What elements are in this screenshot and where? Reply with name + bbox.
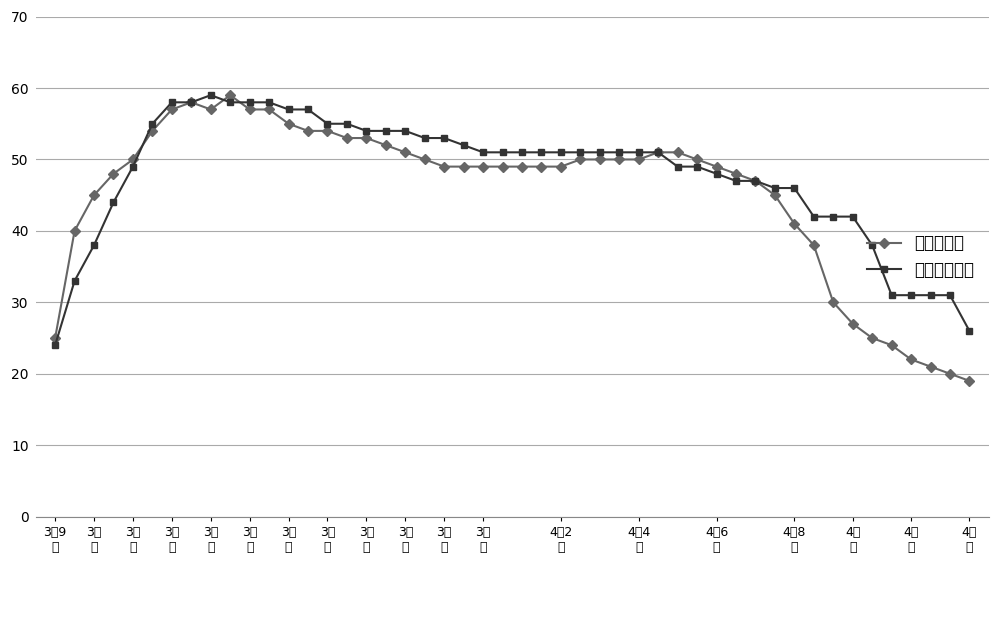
集装箱发酵 [419,156,431,163]
条垛爆气发酵 [594,149,606,156]
集装箱发酵 [866,335,878,342]
条垛爆气发酵 [691,163,703,170]
集装箱发酵 [166,106,178,113]
条垛爆气发酵 [633,149,645,156]
集装箱发酵 [224,91,236,99]
Line: 条垛爆气发酵: 条垛爆气发酵 [52,92,973,348]
集装箱发酵 [535,163,547,170]
集装箱发酵 [516,163,528,170]
条垛爆气发酵 [652,149,664,156]
集装箱发酵 [944,370,956,377]
集装箱发酵 [244,106,256,113]
条垛爆气发酵 [477,149,489,156]
条垛爆气发酵 [769,184,781,192]
条垛爆气发酵 [88,241,100,249]
集装箱发酵 [730,170,742,178]
集装箱发酵 [574,156,586,163]
条垛爆气发酵 [944,292,956,299]
集装箱发酵 [827,299,839,306]
条垛爆气发酵 [166,98,178,106]
集装箱发酵 [321,127,333,135]
集装箱发酵 [458,163,470,170]
条垛爆气发酵 [963,327,975,335]
条垛爆气发酵 [574,149,586,156]
条垛爆气发酵 [613,149,625,156]
条垛爆气发酵 [886,292,898,299]
集装箱发酵 [925,363,937,370]
集装箱发酵 [497,163,509,170]
集装箱发酵 [711,163,723,170]
条垛爆气发酵 [185,98,197,106]
条垛爆气发酵 [516,149,528,156]
条垛爆气发酵 [672,163,684,170]
集装箱发酵 [672,149,684,156]
条垛爆气发酵 [49,341,61,349]
集装箱发酵 [283,120,295,127]
条垛爆气发酵 [360,127,372,135]
集装箱发酵 [438,163,450,170]
集装箱发酵 [88,192,100,199]
条垛爆气发酵 [730,177,742,185]
条垛爆气发酵 [146,120,158,127]
Legend: 集装箱发酵, 条垛爆气发酵: 集装箱发酵, 条垛爆气发酵 [861,228,981,285]
集装箱发酵 [302,127,314,135]
条垛爆气发酵 [224,98,236,106]
条垛爆气发酵 [302,106,314,113]
集装箱发酵 [107,170,119,178]
集装箱发酵 [205,106,217,113]
条垛爆气发酵 [380,127,392,135]
集装箱发酵 [905,356,917,364]
条垛爆气发酵 [69,277,81,285]
集装箱发酵 [886,341,898,349]
集装箱发酵 [127,156,139,163]
条垛爆气发酵 [847,213,859,220]
条垛爆气发酵 [205,91,217,99]
集装箱发酵 [399,149,411,156]
Line: 集装箱发酵: 集装箱发酵 [52,92,973,384]
条垛爆气发酵 [555,149,567,156]
集装箱发酵 [691,156,703,163]
条垛爆气发酵 [127,163,139,170]
集装箱发酵 [380,141,392,149]
集装箱发酵 [49,335,61,342]
条垛爆气发酵 [827,213,839,220]
集装箱发酵 [69,227,81,234]
条垛爆气发酵 [321,120,333,127]
集装箱发酵 [263,106,275,113]
集装箱发酵 [477,163,489,170]
集装箱发酵 [769,192,781,199]
条垛爆气发酵 [244,98,256,106]
条垛爆气发酵 [749,177,761,185]
条垛爆气发酵 [788,184,800,192]
条垛爆气发酵 [283,106,295,113]
条垛爆气发酵 [263,98,275,106]
集装箱发酵 [749,177,761,185]
条垛爆气发酵 [925,292,937,299]
集装箱发酵 [185,98,197,106]
集装箱发酵 [788,220,800,227]
条垛爆气发酵 [399,127,411,135]
集装箱发酵 [613,156,625,163]
集装箱发酵 [652,149,664,156]
集装箱发酵 [341,134,353,142]
条垛爆气发酵 [808,213,820,220]
集装箱发酵 [146,127,158,135]
集装箱发酵 [594,156,606,163]
条垛爆气发酵 [458,141,470,149]
集装箱发酵 [963,377,975,385]
条垛爆气发酵 [711,170,723,178]
集装箱发酵 [360,134,372,142]
条垛爆气发酵 [341,120,353,127]
集装箱发酵 [555,163,567,170]
条垛爆气发酵 [866,241,878,249]
集装箱发酵 [847,320,859,328]
条垛爆气发酵 [419,134,431,142]
条垛爆气发酵 [438,134,450,142]
集装箱发酵 [808,241,820,249]
条垛爆气发酵 [497,149,509,156]
条垛爆气发酵 [535,149,547,156]
集装箱发酵 [633,156,645,163]
条垛爆气发酵 [905,292,917,299]
条垛爆气发酵 [107,198,119,206]
